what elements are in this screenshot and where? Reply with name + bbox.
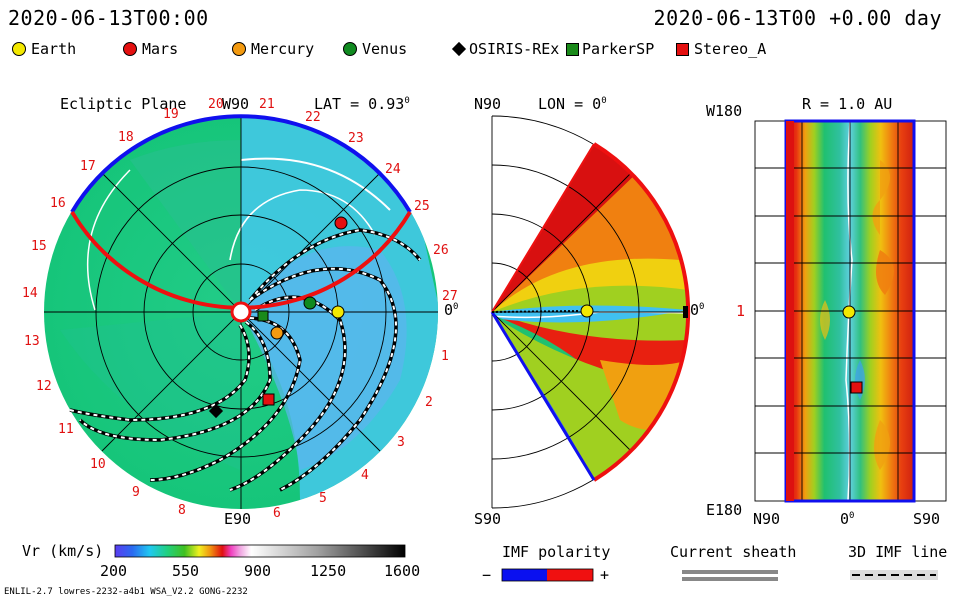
rot-26: 26 [433, 243, 449, 258]
earth-marker-meridional [580, 304, 594, 318]
rot-10: 10 [90, 457, 106, 472]
w180-label: W180 [706, 102, 743, 120]
date-right: 2020-06-13T00 +0.00 day [653, 6, 942, 30]
rot-16: 16 [50, 196, 66, 211]
model-footer: ENLIL-2.7 lowres-2232-a4b1 WSA_V2.2 GONG… [4, 587, 248, 597]
e180-label: E180 [706, 501, 743, 519]
earth-marker-icon [12, 42, 26, 56]
mars-marker [334, 216, 348, 230]
colorbar-tick-1250: 1250 [310, 562, 347, 580]
rot-1: 1 [441, 349, 449, 364]
rot-4: 4 [361, 468, 369, 483]
rot-14: 14 [22, 286, 38, 301]
rot-13: 13 [24, 334, 40, 349]
legend-parker: ParkerSP [566, 40, 654, 58]
shell-x-s90: S90 [913, 510, 941, 528]
legend-earth: Earth [12, 40, 76, 58]
rot-8: 8 [178, 503, 186, 518]
stereo-marker-shell [850, 381, 863, 394]
legend-stereo: Stereo_A [676, 40, 766, 58]
legend-venus: Venus [343, 40, 407, 58]
colorbar-label: Vr (km/s) [22, 542, 104, 560]
mars-marker-icon [123, 42, 137, 56]
n90-label: N90 [474, 95, 502, 113]
imf-3d-label: 3D IMF line [848, 543, 948, 561]
rot-6: 6 [273, 506, 281, 521]
meridional-zero-label: 00 [690, 301, 705, 319]
w90-label: W90 [222, 95, 250, 113]
ecliptic-title: Ecliptic Plane [60, 95, 187, 113]
imf-plus: + [600, 566, 610, 584]
current-sheath-sample [682, 570, 778, 581]
rot-17: 17 [80, 159, 96, 174]
e90-label: E90 [224, 510, 252, 528]
rot-25: 25 [414, 199, 430, 214]
rot-24: 24 [385, 162, 401, 177]
colorbar-tick-1600: 1600 [384, 562, 421, 580]
stereo-square-icon [676, 42, 689, 56]
parker-square-icon [566, 42, 579, 56]
shell-mid-label: 1 [736, 302, 746, 320]
zero-label: 00 [444, 301, 459, 319]
rot-27: 27 [442, 289, 458, 304]
imf-line-sample [850, 570, 938, 580]
rot-12: 12 [36, 379, 52, 394]
mercury-marker-icon [232, 42, 246, 56]
rot-3: 3 [397, 435, 405, 450]
current-sheath-label: Current sheath [670, 543, 797, 561]
legend-osiris: OSIRIS-REx [451, 40, 559, 58]
osiris-marker [208, 403, 224, 419]
rot-18: 18 [118, 130, 134, 145]
colorbar-tick-200: 200 [100, 562, 128, 580]
colorbar-tick-900: 900 [244, 562, 272, 580]
mercury-marker [270, 326, 284, 340]
rot-20: 20 [208, 97, 224, 112]
legend-mars: Mars [123, 40, 178, 58]
lat-label: LAT = 0.930 [314, 95, 410, 113]
legend-mercury: Mercury [232, 40, 314, 58]
rot-15: 15 [31, 239, 47, 254]
rot-21: 21 [259, 97, 275, 112]
venus-marker [303, 296, 317, 310]
shell-title: R = 1.0 AU [802, 95, 893, 113]
rot-23: 23 [348, 131, 364, 146]
date-left: 2020-06-13T00:00 [8, 6, 209, 30]
rot-9: 9 [132, 485, 140, 500]
imf-minus: − [482, 566, 492, 584]
ecliptic-panel [44, 114, 438, 509]
parker-marker [257, 310, 269, 322]
rot-19: 19 [163, 107, 179, 122]
sun-icon [230, 301, 252, 323]
stereo-marker [262, 393, 275, 406]
rot-2: 2 [425, 395, 433, 410]
shell-x-n90: N90 [753, 510, 781, 528]
s90-label: S90 [474, 510, 502, 528]
imf-polarity-label: IMF polarity [502, 543, 611, 561]
imf-polarity-bar [501, 568, 594, 582]
rot-5: 5 [319, 491, 327, 506]
shell-x-0: 00 [840, 510, 855, 528]
colorbar-tick-550: 550 [172, 562, 200, 580]
earth-marker-shell [842, 305, 856, 319]
shell-map-panel [754, 119, 947, 503]
earth-marker [331, 305, 345, 319]
rot-11: 11 [58, 422, 74, 437]
meridional-panel [490, 115, 691, 509]
lon-label: LON = 00 [538, 95, 607, 113]
rot-22: 22 [305, 110, 321, 125]
venus-marker-icon [343, 42, 357, 56]
velocity-colorbar [114, 544, 406, 558]
